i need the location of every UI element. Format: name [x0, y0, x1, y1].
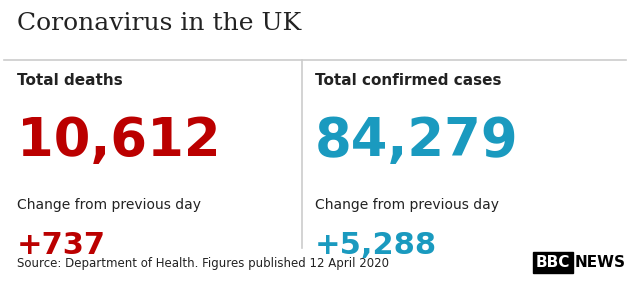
Text: Change from previous day: Change from previous day — [315, 198, 499, 212]
Text: +5,288: +5,288 — [315, 231, 437, 260]
Text: Total deaths: Total deaths — [17, 73, 122, 88]
Text: NEWS: NEWS — [575, 255, 625, 270]
Text: Coronavirus in the UK: Coronavirus in the UK — [17, 13, 301, 35]
Text: Source: Department of Health. Figures published 12 April 2020: Source: Department of Health. Figures pu… — [17, 257, 388, 270]
Text: BBC: BBC — [536, 255, 570, 270]
Text: Total confirmed cases: Total confirmed cases — [315, 73, 501, 88]
Text: Change from previous day: Change from previous day — [17, 198, 200, 212]
Text: +737: +737 — [17, 231, 106, 260]
Text: 84,279: 84,279 — [315, 115, 518, 167]
Text: 10,612: 10,612 — [17, 115, 220, 167]
